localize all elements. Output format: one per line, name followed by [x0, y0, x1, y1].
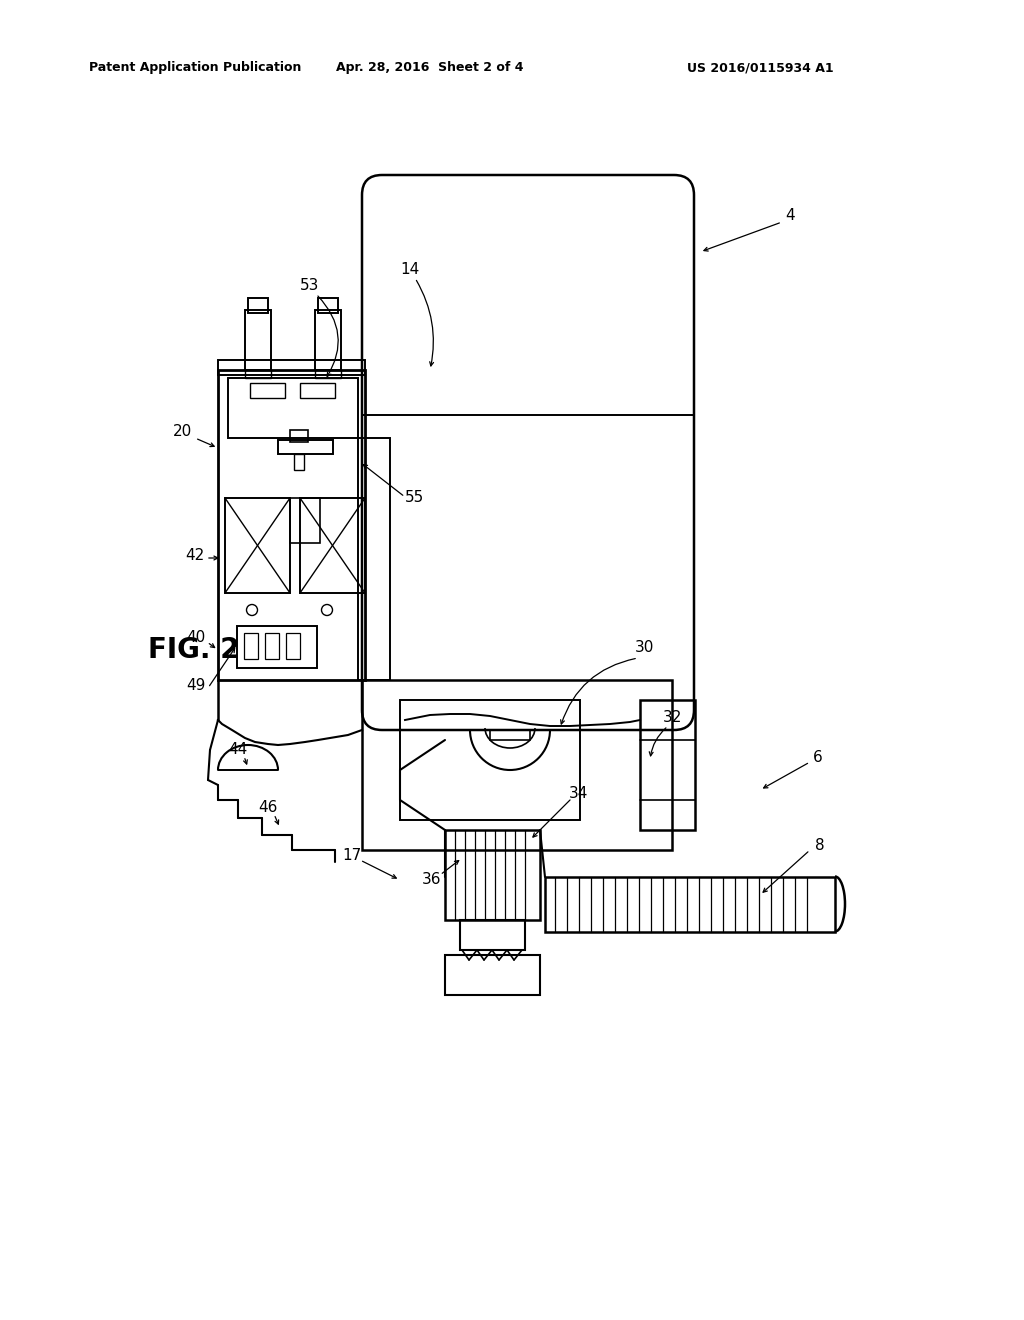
Text: 49: 49: [186, 677, 206, 693]
Bar: [294, 454, 304, 470]
Bar: [248, 298, 268, 313]
Bar: [460, 920, 525, 950]
Text: 4: 4: [785, 207, 795, 223]
Text: 42: 42: [185, 548, 205, 562]
Bar: [315, 310, 341, 370]
Bar: [640, 700, 695, 830]
Bar: [358, 438, 390, 680]
Text: 53: 53: [300, 277, 319, 293]
Bar: [400, 700, 580, 820]
Text: 32: 32: [663, 710, 682, 726]
FancyArrowPatch shape: [703, 223, 779, 251]
Text: US 2016/0115934 A1: US 2016/0115934 A1: [687, 62, 834, 74]
Text: 34: 34: [568, 785, 588, 800]
Bar: [265, 634, 279, 659]
Bar: [300, 498, 365, 593]
Bar: [445, 830, 540, 920]
Text: Patent Application Publication: Patent Application Publication: [89, 62, 301, 74]
Bar: [315, 370, 341, 378]
Text: 40: 40: [186, 631, 206, 645]
Bar: [300, 383, 335, 399]
Bar: [218, 360, 365, 375]
Text: 14: 14: [400, 263, 420, 277]
Bar: [244, 634, 258, 659]
FancyArrowPatch shape: [317, 296, 338, 376]
Text: 55: 55: [406, 490, 425, 504]
Text: 44: 44: [228, 742, 248, 758]
Text: 36: 36: [422, 873, 441, 887]
Text: FIG. 2: FIG. 2: [148, 636, 240, 664]
FancyArrowPatch shape: [561, 659, 635, 725]
Bar: [245, 310, 271, 370]
Bar: [490, 730, 530, 741]
FancyArrowPatch shape: [649, 727, 666, 756]
Bar: [290, 430, 308, 442]
FancyArrowPatch shape: [417, 280, 433, 366]
Bar: [250, 383, 285, 399]
Bar: [318, 298, 338, 313]
Bar: [278, 440, 333, 454]
Text: 8: 8: [815, 838, 824, 854]
Bar: [545, 876, 835, 932]
Bar: [245, 370, 271, 378]
Bar: [445, 954, 540, 995]
Bar: [218, 370, 365, 680]
Text: 46: 46: [258, 800, 278, 816]
Bar: [237, 626, 317, 668]
Text: 20: 20: [173, 425, 193, 440]
Text: 30: 30: [635, 640, 654, 656]
Text: 17: 17: [342, 847, 361, 862]
Bar: [290, 498, 319, 543]
Bar: [225, 498, 290, 593]
Bar: [228, 378, 358, 438]
Bar: [286, 634, 300, 659]
Bar: [362, 680, 672, 850]
Text: 6: 6: [813, 751, 823, 766]
Text: Apr. 28, 2016  Sheet 2 of 4: Apr. 28, 2016 Sheet 2 of 4: [336, 62, 523, 74]
